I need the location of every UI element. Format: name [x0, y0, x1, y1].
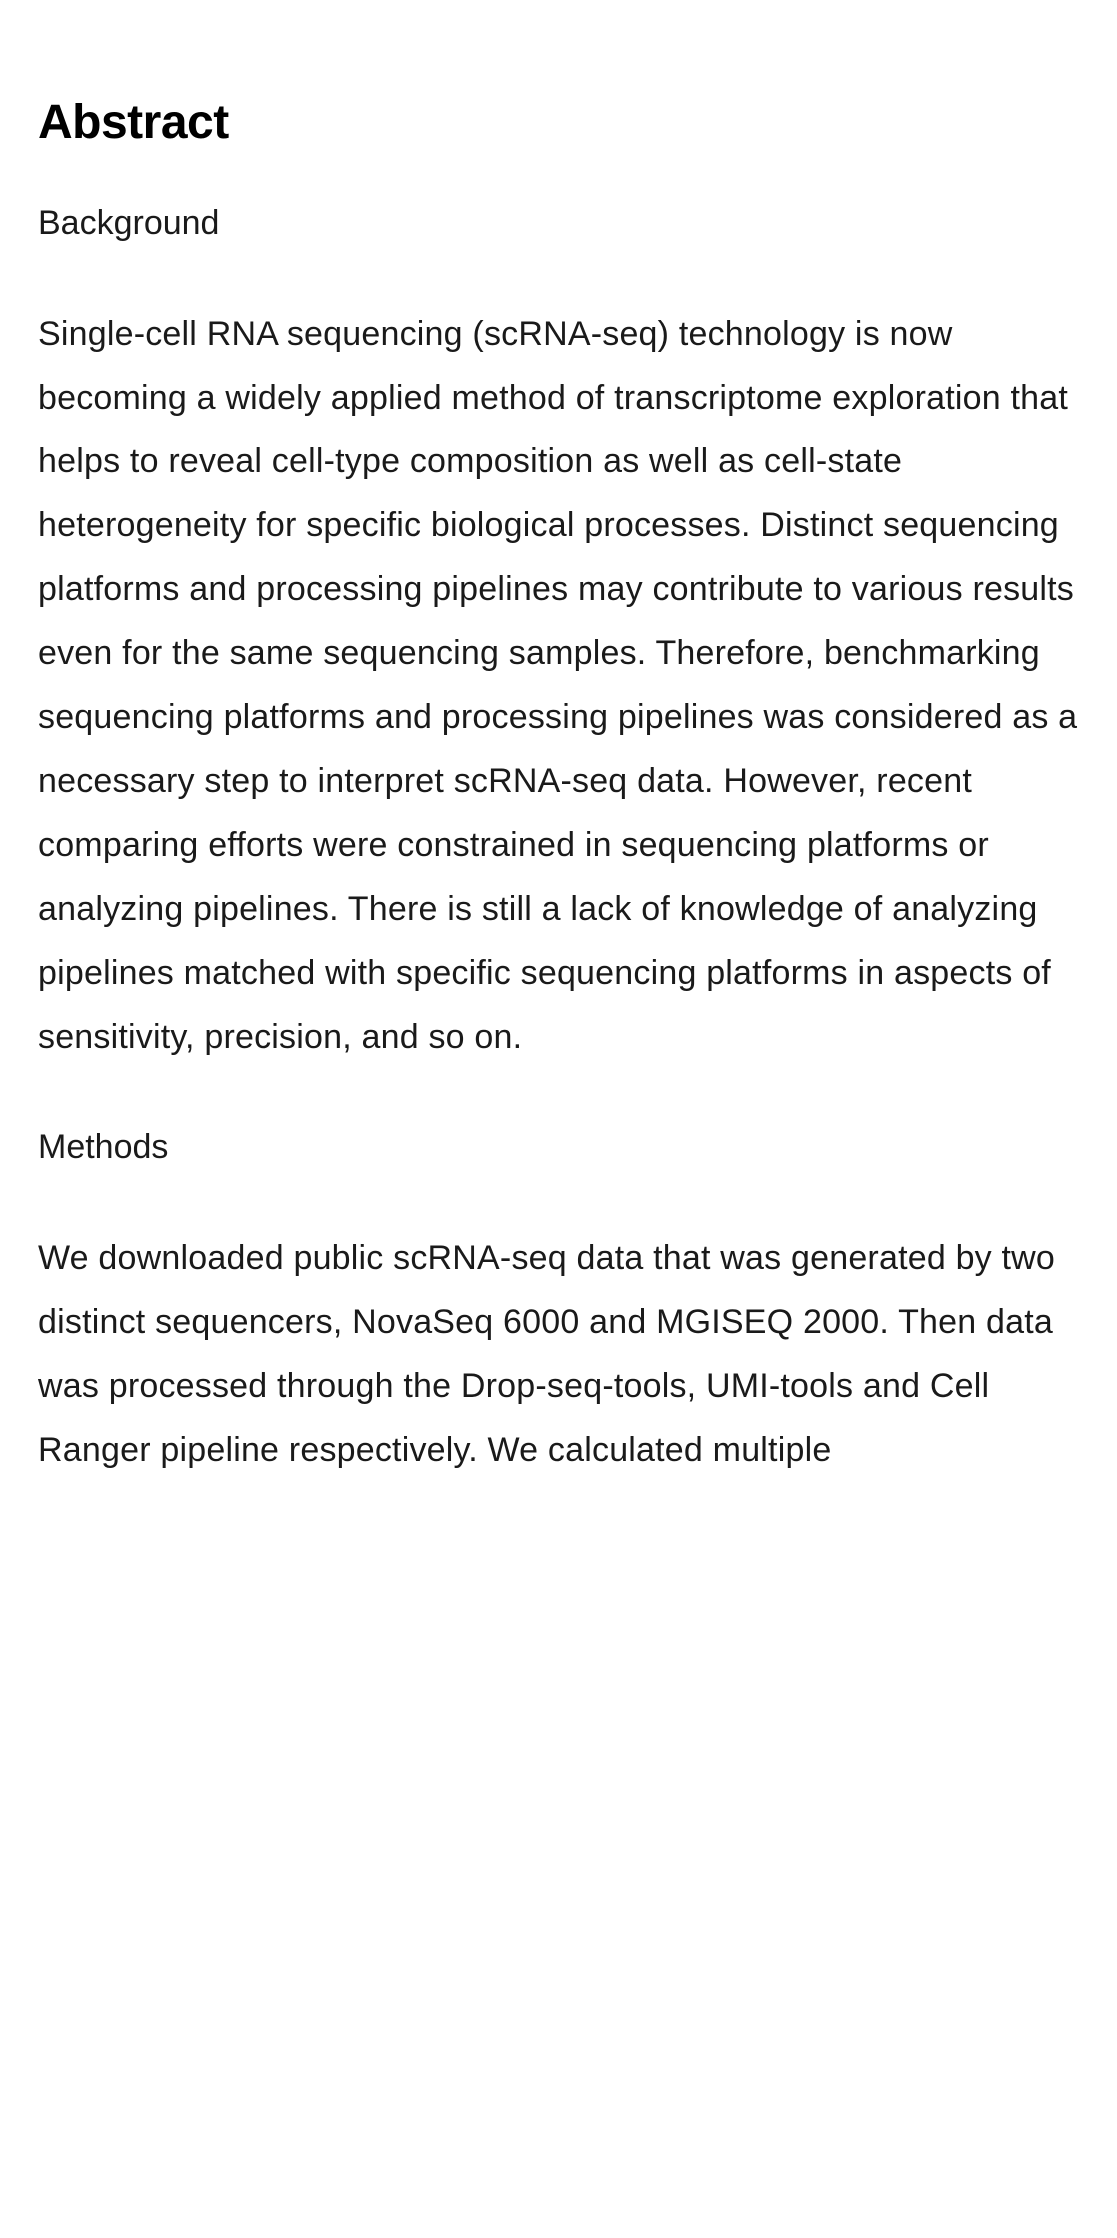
abstract-heading: Abstract	[38, 95, 1079, 150]
section-label-background: Background	[38, 200, 1079, 248]
background-text: Single-cell RNA sequencing (scRNA-seq) t…	[38, 303, 1079, 1070]
section-label-methods: Methods	[38, 1124, 1079, 1172]
methods-text: We downloaded public scRNA-seq data that…	[38, 1227, 1079, 1483]
